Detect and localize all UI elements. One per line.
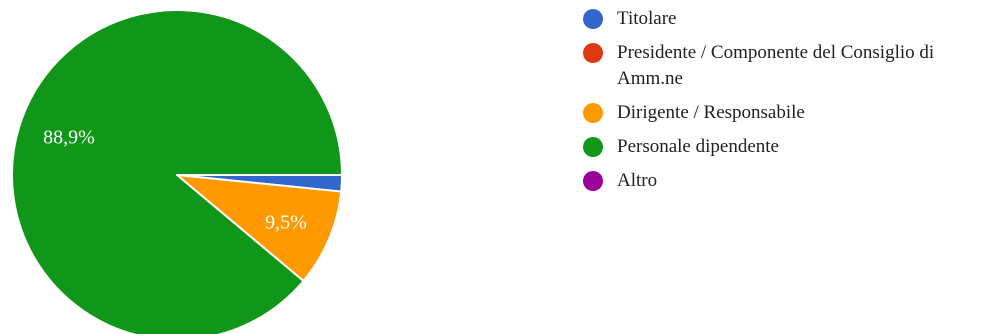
legend-label: Presidente / Componente del Consiglio di… <box>617 42 935 89</box>
data-label-personale-dipendente: 88,9% <box>43 127 95 149</box>
legend-label: Altro <box>617 170 658 191</box>
legend-item-personale-dipendente[interactable]: Personale dipendente <box>583 134 983 160</box>
legend-item-altro[interactable]: Altro <box>583 168 983 194</box>
pie-chart-svg: 9,5% 88,9% <box>11 9 343 334</box>
pie-chart: 9,5% 88,9% <box>11 9 343 334</box>
legend-swatch-presidente-componente-del-consiglio-di-amm-ne <box>583 43 603 63</box>
legend-swatch-titolare <box>583 9 603 29</box>
legend-item-dirigente-responsabile[interactable]: Dirigente / Responsabile <box>583 100 983 126</box>
legend-label: Personale dipendente <box>617 136 779 157</box>
data-label-dirigente-responsabile: 9,5% <box>265 212 307 234</box>
legend-item-titolare[interactable]: Titolare <box>583 6 983 32</box>
legend-item-presidente-componente-del-consiglio-di-amm-ne[interactable]: Presidente / Componente del Consiglio di… <box>583 40 983 92</box>
legend-label: Dirigente / Responsabile <box>617 102 805 123</box>
pie-slice-personale-dipendente[interactable] <box>11 9 343 334</box>
legend-label: Titolare <box>617 8 677 29</box>
chart-legend: Titolare Presidente / Componente del Cons… <box>583 6 983 202</box>
pie-slice-dirigente-responsabile[interactable] <box>176 174 343 282</box>
legend-swatch-personale-dipendente <box>583 137 603 157</box>
legend-swatch-altro <box>583 171 603 191</box>
legend-swatch-dirigente-responsabile <box>583 103 603 123</box>
